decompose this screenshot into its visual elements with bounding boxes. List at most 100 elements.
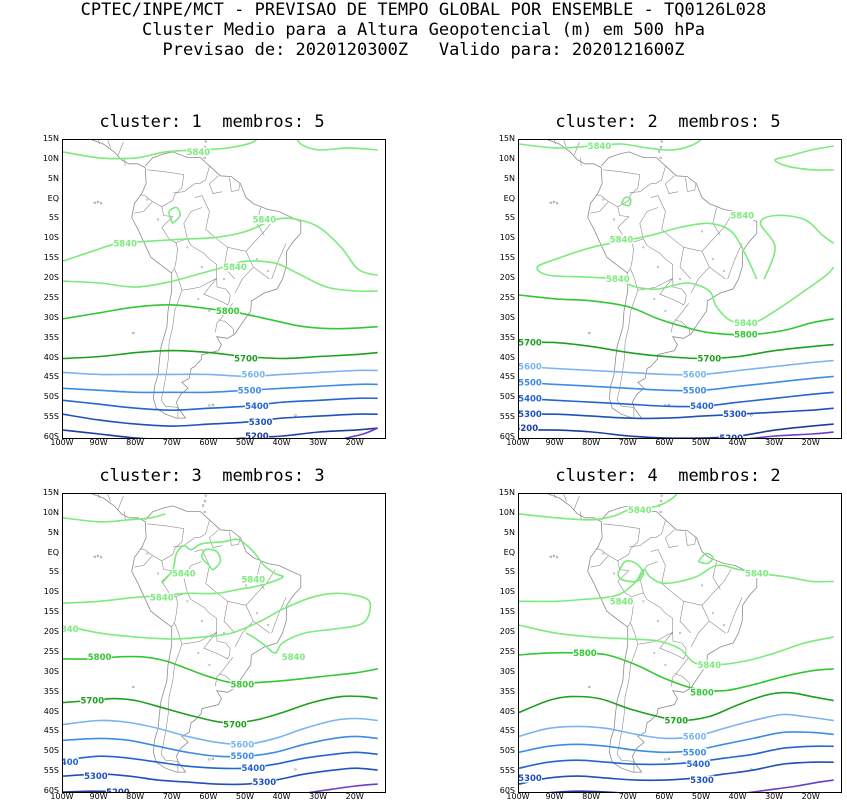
lake: [711, 258, 714, 261]
lat-tick-label: 5N: [503, 173, 515, 183]
lon-tick-label: 30W: [309, 792, 328, 801]
lake: [146, 552, 149, 555]
lake: [642, 600, 645, 603]
contour-label: 5400: [63, 758, 79, 768]
contour-label: 5700: [234, 355, 258, 365]
contour-5840: [63, 260, 378, 293]
country-border: [98, 140, 100, 145]
contour-label-bg: [719, 433, 744, 438]
lake: [266, 270, 269, 273]
lat-tick-label: 60S: [499, 432, 515, 441]
lat-tick-label: 50S: [499, 392, 515, 402]
contour-label: 5840: [745, 570, 769, 580]
contour-label: 5840: [610, 597, 634, 607]
contour-label: 5800: [573, 649, 597, 659]
contour-label-bg: [690, 401, 714, 411]
lon-tick-label: 70W: [618, 792, 637, 801]
lon-tick-label: 80W: [582, 792, 601, 801]
contour-5400: [519, 745, 834, 769]
lake: [208, 309, 211, 312]
country-border: [590, 555, 609, 568]
lon-tick-label: 60W: [199, 438, 218, 447]
country-border: [234, 620, 254, 648]
contour-label: 5600: [683, 370, 707, 380]
country-border: [687, 182, 697, 192]
contour-5600: [519, 359, 834, 376]
lake: [266, 624, 269, 627]
country-border: [234, 266, 254, 294]
small-island: [132, 331, 135, 335]
lat-tick-label: 45S: [499, 372, 515, 382]
contour-5600: [63, 369, 378, 378]
country-border: [203, 278, 231, 306]
lake: [222, 632, 226, 635]
contour-5800: [519, 651, 834, 692]
contour-label: 5840: [252, 216, 276, 226]
contour-label: 5400: [519, 394, 542, 404]
country-border: [209, 175, 223, 194]
map-svg: 5840 5840 5840 5840 5840 5800 5800 5700 5700 5600…: [63, 494, 378, 792]
country-border: [554, 140, 556, 145]
country-border: [124, 511, 126, 520]
small-island: [211, 403, 215, 407]
map-panel-2: 5840 5840 5840 5840 5840 5800 5700 5700 5600 5600…: [518, 139, 842, 439]
small-island: [96, 554, 99, 558]
small-island: [552, 554, 555, 558]
country-border: [685, 531, 688, 546]
country-border: [595, 169, 641, 208]
contour-label: 5800: [88, 653, 112, 663]
contour-5840: [63, 592, 372, 654]
country-border: [661, 583, 703, 606]
lake: [244, 584, 248, 587]
lat-tick-label: 40S: [499, 706, 515, 716]
lat-tick-label: 60S: [43, 432, 59, 441]
lat-tick-label: 10N: [498, 153, 515, 163]
small-island: [555, 555, 559, 559]
contour-label: 5300: [519, 774, 542, 784]
lon-tick-label: 40W: [272, 438, 291, 447]
lat-tick-label: 35S: [43, 332, 59, 342]
country-border: [650, 195, 666, 230]
lat-tick-label: 15S: [43, 607, 59, 617]
contour-label-bg: [519, 409, 542, 419]
contour-label-bg: [252, 215, 277, 224]
lon-tick-label: 20W: [801, 792, 820, 801]
contour-label: 5840: [63, 625, 79, 635]
lat-tick-label: 30S: [499, 666, 515, 676]
lake: [722, 270, 725, 273]
lon-tick-label: 20W: [345, 792, 364, 801]
contour-label-bg: [215, 306, 240, 316]
lat-tick-label: 5N: [47, 173, 59, 183]
country-border: [214, 657, 234, 687]
contour-label: 5500: [238, 386, 262, 396]
country-border: [160, 644, 183, 762]
contour-label: 5840: [241, 575, 265, 585]
contour-label-bg: [83, 771, 108, 781]
contour-label-bg: [609, 596, 634, 606]
small-island: [93, 555, 96, 558]
contour-label-bg: [744, 569, 769, 578]
contour-5840: [63, 217, 378, 276]
contour-label-bg: [244, 401, 269, 411]
lake: [255, 258, 258, 261]
lake: [157, 218, 160, 221]
contour-5300: [519, 407, 834, 420]
small-island: [203, 156, 206, 160]
lat-tick-label: 45S: [43, 372, 59, 382]
contour-5840: [201, 548, 222, 571]
lon-tick-label: 90W: [89, 792, 108, 801]
country-border: [712, 207, 721, 236]
lat-tick-label: 35S: [499, 332, 515, 342]
contour-5840: [519, 564, 834, 603]
lon-tick-label: 70W: [618, 438, 637, 447]
small-island: [93, 201, 96, 204]
lake: [656, 266, 660, 269]
contour-label-bg: [733, 330, 758, 340]
map-svg: 5840 5840 5840 5840 5800 5700 5600 5500 5400 5300…: [63, 140, 379, 438]
contour-label-bg: [519, 773, 542, 783]
country-border: [679, 247, 692, 280]
small-island: [294, 414, 297, 417]
country-border: [194, 195, 210, 230]
lon-tick-label: 20W: [345, 438, 364, 447]
country-border: [630, 238, 673, 291]
